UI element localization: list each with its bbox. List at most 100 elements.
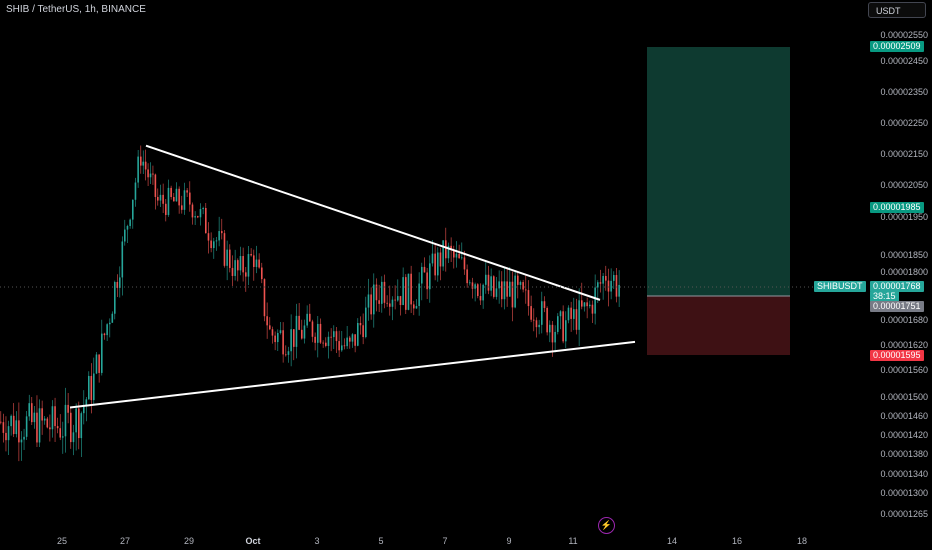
candle [455,253,458,258]
candle [359,322,362,326]
candle [93,373,95,401]
candle [277,332,279,343]
candle [447,245,450,259]
lightning-icon[interactable]: ⚡ [598,517,615,534]
candle [51,406,54,430]
candle [62,436,64,438]
candle [15,420,18,435]
candle [474,284,476,289]
time-axis-label: 5 [378,536,384,546]
price-axis-label: 0.00001620 [880,340,928,350]
candle [567,307,570,321]
candle [287,351,290,355]
candle [167,187,170,215]
candle [245,272,247,277]
candle [429,263,431,290]
candle [25,416,28,437]
candle [111,313,114,323]
candle [191,204,194,218]
candle [530,306,532,320]
candle [479,296,482,301]
candle [509,281,511,297]
candle [303,325,306,339]
candle [503,281,506,300]
candle [183,190,186,210]
candle [269,325,271,330]
candle [199,209,202,218]
candle [549,324,551,333]
currency-button[interactable]: USDT [868,2,926,18]
candle [221,231,223,234]
candle [317,323,319,343]
price-axis-label: 0.00001850 [880,250,928,260]
candle [413,304,415,309]
price-axis-label: 0.00002550 [880,30,928,40]
candle [282,330,284,355]
candle [421,266,423,284]
candle [618,284,620,297]
candle [557,316,559,332]
candle [463,257,466,270]
price-axis-label: 0.00002050 [880,180,928,190]
candle [487,274,490,291]
candle [126,225,129,230]
candle [373,284,375,315]
candle [519,282,522,285]
target-price-tag: 0.00002509 [870,41,924,52]
time-axis-label: 7 [442,536,448,546]
candle [466,269,468,284]
candle [314,336,316,343]
candle [72,432,75,443]
candle [615,275,618,297]
candle [28,403,31,417]
candle [186,190,188,193]
time-axis-label: 3 [314,536,320,546]
candle [116,282,119,288]
candle [450,245,452,251]
candle [12,415,15,435]
candle [538,324,540,328]
candle [129,219,131,226]
candle [170,187,172,198]
candle [54,406,56,427]
descending-trendline[interactable] [145,144,601,301]
candle [559,311,562,317]
candle [597,282,599,288]
candle [461,257,463,259]
chart-title: SHIB / TetherUS, 1h, BINANCE [6,4,146,15]
candle [562,311,564,342]
candle [181,205,183,210]
price-axis-label: 0.00002150 [880,149,928,159]
candle [103,333,106,336]
candle [88,375,90,400]
candle [70,412,72,443]
time-axis-label: 9 [506,536,512,546]
candle [375,284,378,301]
level-price-tag: 0.00001985 [870,202,924,213]
candle [482,284,484,301]
candle [602,275,604,284]
candle [517,275,519,285]
candle [202,207,204,210]
candle [46,418,49,428]
candle [423,266,426,273]
candle [144,161,147,170]
candle [207,233,210,241]
candle [75,408,77,433]
candle [325,342,327,346]
candle [33,412,36,423]
candle [59,428,62,438]
candle [189,192,191,205]
candle [178,188,180,206]
candle [589,304,591,307]
ascending-trendline[interactable] [69,340,636,409]
candle [234,260,236,276]
candle [434,253,436,276]
candle [67,404,69,413]
price-axis-label: 0.00001460 [880,411,928,421]
candle [578,300,580,330]
candle [581,300,583,307]
candle [218,231,220,241]
candle [43,418,46,421]
